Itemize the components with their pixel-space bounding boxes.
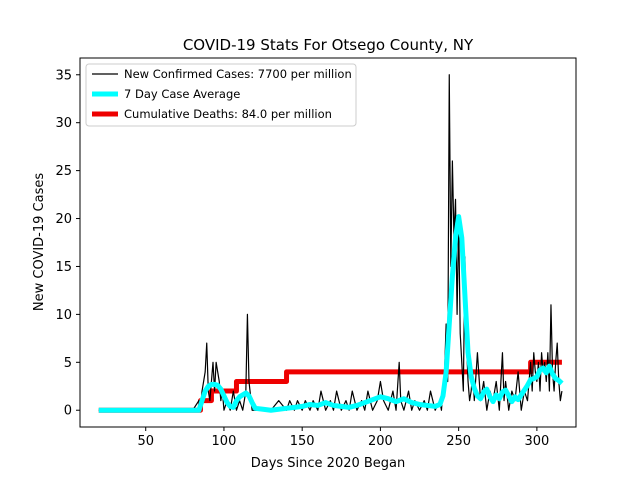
y-tick-label-0: 0 [64, 404, 72, 419]
y-tick-label-3: 15 [55, 260, 72, 275]
series-layer [98, 74, 564, 413]
y-tick-label-7: 35 [55, 68, 72, 83]
x-tick-label-1: 100 [212, 434, 237, 449]
axes-frame [79, 57, 577, 428]
y-axis: 0 5 10 15 20 25 30 35 [55, 68, 80, 419]
y-tick-label-2: 10 [55, 308, 72, 323]
x-tick-label-2: 150 [290, 434, 315, 449]
legend: New Confirmed Cases: 7700 per million 7 D… [85, 63, 357, 127]
x-tick-label-0: 50 [137, 434, 154, 449]
x-tick-label-3: 200 [368, 434, 393, 449]
legend-label-1: 7 Day Case Average [124, 87, 240, 101]
plot-area [79, 57, 577, 428]
y-tick-label-6: 30 [55, 116, 72, 131]
chart-title: COVID-19 Stats For Otsego County, NY [183, 36, 474, 54]
legend-box [85, 63, 357, 127]
x-tick-label-4: 250 [446, 434, 471, 449]
y-axis-label: New COVID-19 Cases [32, 173, 47, 311]
y-tick-label-1: 5 [64, 356, 72, 371]
legend-label-0: New Confirmed Cases: 7700 per million [124, 67, 352, 81]
x-axis: 50 100 150 200 250 300 [137, 427, 549, 449]
x-tick-label-5: 300 [524, 434, 549, 449]
y-tick-label-5: 25 [55, 164, 72, 179]
legend-label-2: Cumulative Deaths: 84.0 per million [124, 107, 332, 121]
y-tick-label-4: 20 [55, 212, 72, 227]
x-axis-label: Days Since 2020 Began [251, 456, 406, 471]
series-line-1 [98, 214, 564, 413]
